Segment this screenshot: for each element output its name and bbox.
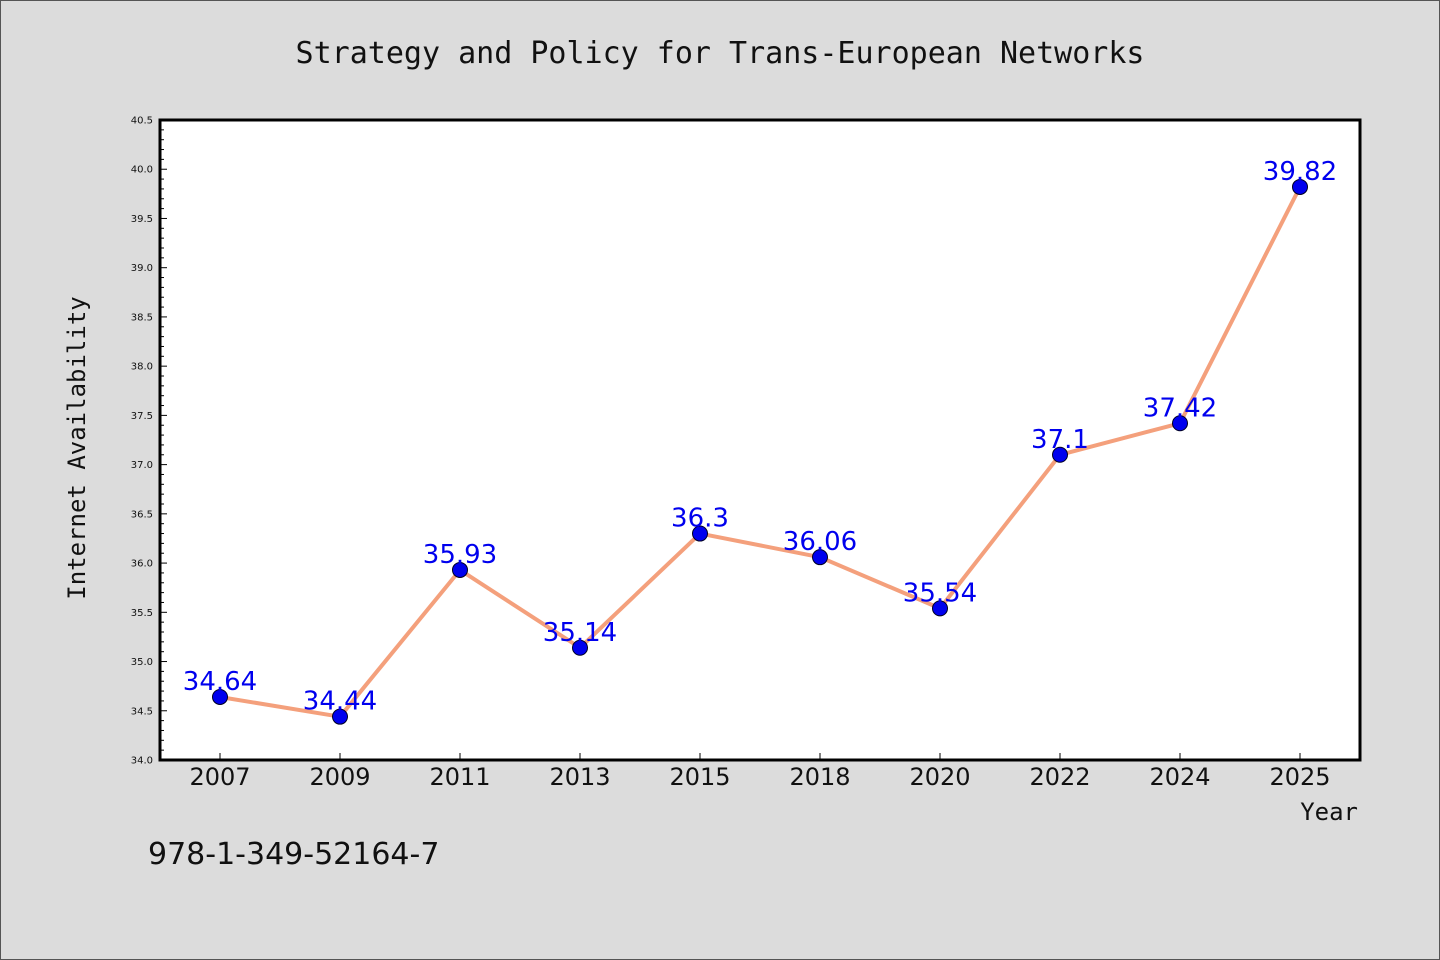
series-markers (212, 178, 1308, 725)
y-tick-label: 35.5 (131, 608, 153, 619)
x-tick-label: 2015 (669, 763, 730, 791)
data-label: 36.06 (783, 527, 857, 557)
y-tick-label: 34.5 (131, 706, 153, 717)
data-point (932, 600, 948, 617)
data-label: 35.54 (903, 578, 977, 608)
data-label: 35.14 (543, 618, 617, 648)
x-tick-label: 2018 (789, 763, 850, 791)
y-tick-label: 37.0 (131, 460, 153, 471)
y-tick-label: 37.5 (131, 411, 153, 422)
x-tick-label: 2011 (429, 763, 490, 791)
data-point (1172, 415, 1188, 432)
data-label: 39.82 (1263, 157, 1337, 187)
data-label: 37.1 (1031, 425, 1089, 455)
x-tick-label: 2020 (909, 763, 970, 791)
plot-area (158, 118, 1362, 762)
data-label: 37.42 (1143, 393, 1217, 423)
x-tick-label: 2022 (1029, 763, 1090, 791)
data-label: 34.64 (183, 667, 257, 697)
isbn-text: 978-1-349-52164-7 (148, 837, 439, 872)
data-point (212, 688, 228, 705)
data-label: 36.3 (671, 504, 729, 534)
data-label: 35.93 (423, 540, 497, 570)
data-labels: 34.64 34.44 35.93 35.14 36.3 36.06 35.54 37.1 37… (183, 157, 1337, 717)
x-axis-title: Year (1300, 798, 1358, 826)
data-point (572, 639, 588, 656)
x-tick-label: 2013 (549, 763, 610, 791)
y-axis: 34.0 34.5 35.0 35.5 36.0 36.5 37.0 37.5 38.0 38.5… (131, 116, 167, 767)
y-tick-label: 39.0 (131, 263, 153, 274)
series-line-group (219, 186, 1302, 719)
series-line (219, 186, 1302, 719)
y-tick-label: 39.5 (131, 214, 153, 225)
data-point (1292, 178, 1308, 195)
y-tick-label: 34.0 (131, 756, 153, 767)
data-point (1052, 446, 1068, 463)
chart-title: Strategy and Policy for Trans-European N… (296, 36, 1145, 71)
y-tick-label: 38.0 (131, 362, 153, 373)
x-axis: 2007 2009 2011 2013 2015 2018 2020 2022 2024 2025 (189, 753, 1331, 791)
data-label: 34.44 (303, 687, 377, 717)
data-point (692, 525, 708, 542)
y-tick-label: 40.5 (131, 116, 153, 127)
x-tick-label: 2024 (1149, 763, 1210, 791)
y-tick-label: 40.0 (131, 165, 153, 176)
y-axis-title: Internet Availability (63, 296, 91, 599)
x-tick-label: 2007 (189, 763, 250, 791)
y-tick-label: 36.0 (131, 559, 153, 570)
data-point (332, 708, 348, 725)
y-tick-label: 36.5 (131, 509, 153, 520)
data-point (452, 561, 468, 578)
x-tick-label: 2025 (1269, 763, 1330, 791)
data-point (812, 549, 828, 566)
y-tick-label: 35.0 (131, 657, 153, 668)
x-tick-label: 2009 (309, 763, 370, 791)
y-tick-label: 38.5 (131, 312, 153, 323)
